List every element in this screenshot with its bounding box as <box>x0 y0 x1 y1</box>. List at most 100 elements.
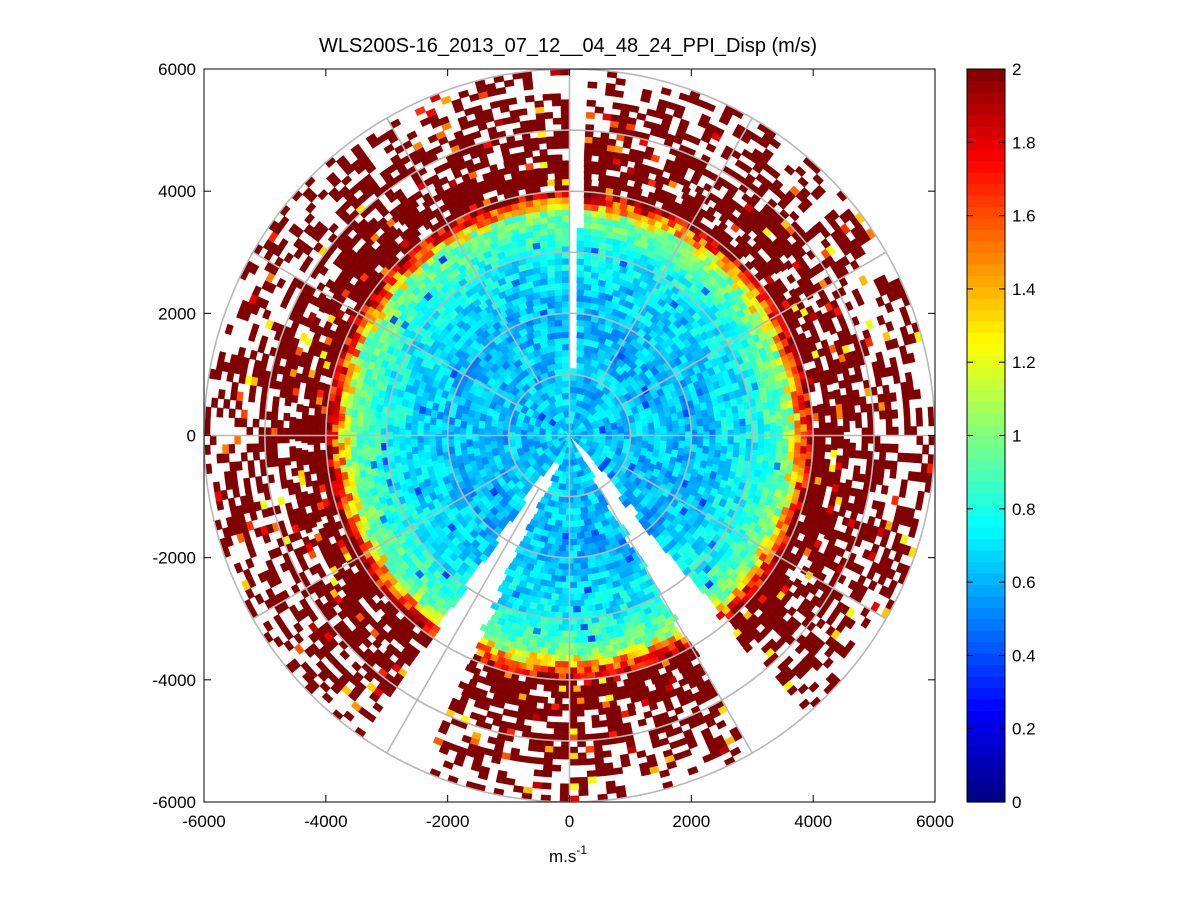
ppi-cell <box>569 471 578 479</box>
ppi-cell <box>774 455 782 464</box>
ppi-cell <box>817 411 826 420</box>
ppi-cell <box>554 239 563 247</box>
ppi-cell <box>714 442 722 451</box>
ppi-cell <box>713 449 722 459</box>
ppi-cell <box>672 427 680 436</box>
ppi-cell <box>830 442 838 451</box>
ppi-cell <box>453 440 461 449</box>
ppi-cell <box>769 414 777 424</box>
ppi-cell <box>539 234 549 243</box>
ppi-cell <box>405 444 413 453</box>
ppi-cell <box>576 337 585 346</box>
ppi-cell <box>594 683 603 691</box>
ppi-cell <box>554 343 563 352</box>
ppi-cell <box>313 440 321 449</box>
ppi-cell <box>572 685 581 693</box>
ppi-cell <box>823 407 831 416</box>
ppi-cell <box>569 392 578 400</box>
ppi-cell <box>576 538 585 546</box>
ppi-cell <box>726 414 734 424</box>
ppi-cell <box>561 630 570 638</box>
ppi-cell <box>576 709 585 717</box>
ppi-cell <box>351 460 360 470</box>
ppi-cell <box>309 465 317 475</box>
ppi-cell <box>435 418 443 427</box>
ppi-cell <box>344 407 353 416</box>
ppi-cell <box>319 435 327 444</box>
ppi-cell <box>343 422 351 431</box>
ppi-cell <box>561 392 570 400</box>
ppi-cell <box>775 418 783 427</box>
ppi-cell <box>374 425 382 434</box>
ppi-cell <box>583 666 592 674</box>
ppi-cell <box>833 389 842 398</box>
ppi-cell <box>818 418 826 427</box>
ppi-cell <box>590 216 600 224</box>
ppi-cell <box>338 412 346 422</box>
ppi-cell <box>558 691 567 699</box>
ppi-cell <box>368 416 376 425</box>
ppi-cell <box>824 444 832 453</box>
ppi-cell <box>641 425 649 434</box>
ppi-cell <box>550 654 559 662</box>
ppi-cell <box>601 688 611 697</box>
ppi-cell <box>554 203 563 211</box>
ppi-cell <box>590 234 600 243</box>
ppi-cell <box>405 451 414 460</box>
ppi-cell <box>590 659 600 667</box>
ppi-cell <box>572 483 582 491</box>
ppi-cell <box>590 222 600 231</box>
ppi-cell <box>786 407 795 416</box>
ppi-cell <box>788 437 796 446</box>
ppi-cell <box>561 362 570 369</box>
ppi-cell <box>587 635 596 643</box>
ppi-cell <box>528 701 538 709</box>
ppi-cell <box>572 642 581 650</box>
ppi-cell <box>547 629 556 637</box>
ppi-cell <box>715 435 722 444</box>
ppi-cell <box>576 319 585 327</box>
ppi-cell <box>547 277 556 285</box>
ppi-cell <box>547 215 556 224</box>
ppi-cell <box>738 447 746 457</box>
ppi-cell <box>702 445 710 455</box>
ppi-cell <box>554 178 563 186</box>
ppi-cell <box>576 660 585 668</box>
ppi-cell <box>561 270 570 277</box>
ppi-cell <box>558 636 567 644</box>
ppi-cell <box>818 440 826 449</box>
ppi-cell <box>641 440 649 450</box>
ppi-cell <box>653 420 661 429</box>
ppi-cell <box>561 569 570 577</box>
ppi-cell <box>787 444 795 453</box>
ppi-cell <box>576 270 585 278</box>
ppi-cell <box>496 435 504 444</box>
ppi-cell <box>315 396 323 406</box>
ppi-cell <box>561 264 570 271</box>
ppi-cell <box>583 209 592 217</box>
ppi-cell <box>756 455 764 464</box>
ppi-cell <box>532 433 540 442</box>
ppi-cell <box>726 444 734 453</box>
ppi-cell <box>696 425 704 434</box>
ppi-cell <box>307 422 315 431</box>
ppi-cell <box>399 412 407 422</box>
ppi-cell <box>369 453 377 462</box>
ppi-cell <box>666 438 674 448</box>
ppi-cell <box>554 160 563 168</box>
ppi-cell <box>812 427 820 436</box>
ppi-cell <box>465 438 473 448</box>
ppi-cell <box>392 425 400 434</box>
ppi-cell <box>720 445 728 455</box>
ppi-cell <box>576 697 585 705</box>
ppi-cell <box>793 449 801 459</box>
ppi-cell <box>369 409 377 418</box>
ppi-cell <box>295 447 303 457</box>
ppi-cell <box>579 543 589 552</box>
ppi-cell <box>782 424 790 433</box>
ppi-cell <box>583 660 592 668</box>
ppi-cell <box>539 161 549 169</box>
ppi-cell <box>550 623 559 631</box>
ppi-cell <box>435 447 444 457</box>
ppi-cell <box>713 412 722 422</box>
